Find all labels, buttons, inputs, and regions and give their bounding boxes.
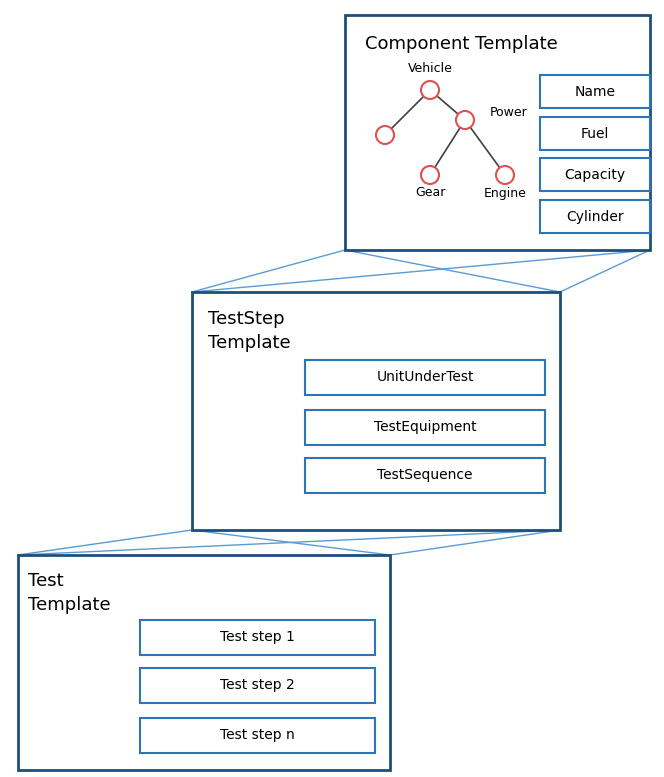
Text: Name: Name	[574, 85, 616, 99]
Text: Capacity: Capacity	[564, 168, 625, 182]
Ellipse shape	[421, 166, 439, 184]
Text: TestEquipment: TestEquipment	[374, 420, 476, 434]
FancyBboxPatch shape	[140, 620, 375, 655]
Text: TestSequence: TestSequence	[377, 469, 473, 483]
Text: Power: Power	[490, 106, 528, 120]
FancyBboxPatch shape	[140, 668, 375, 703]
FancyBboxPatch shape	[305, 360, 545, 395]
FancyBboxPatch shape	[305, 458, 545, 493]
Ellipse shape	[496, 166, 514, 184]
Text: Gear: Gear	[415, 186, 445, 200]
Text: TestStep
Template: TestStep Template	[208, 310, 291, 352]
FancyBboxPatch shape	[18, 555, 390, 770]
FancyBboxPatch shape	[540, 158, 650, 191]
Text: Test step n: Test step n	[220, 729, 295, 743]
FancyBboxPatch shape	[540, 75, 650, 108]
FancyBboxPatch shape	[305, 410, 545, 445]
Ellipse shape	[421, 81, 439, 99]
FancyBboxPatch shape	[140, 718, 375, 753]
Text: Fuel: Fuel	[581, 127, 609, 141]
Text: Vehicle: Vehicle	[408, 61, 452, 75]
FancyBboxPatch shape	[192, 292, 560, 530]
Text: Component Template: Component Template	[365, 35, 558, 53]
Text: Test step 1: Test step 1	[220, 630, 295, 644]
Text: UnitUnderTest: UnitUnderTest	[376, 371, 473, 385]
Text: Cylinder: Cylinder	[566, 210, 623, 224]
Text: Test step 2: Test step 2	[220, 678, 295, 692]
Ellipse shape	[376, 126, 394, 144]
FancyBboxPatch shape	[540, 117, 650, 150]
Text: Test
Template: Test Template	[28, 572, 111, 614]
FancyBboxPatch shape	[345, 15, 650, 250]
FancyBboxPatch shape	[540, 200, 650, 233]
Text: Engine: Engine	[483, 186, 527, 200]
Ellipse shape	[456, 111, 474, 129]
